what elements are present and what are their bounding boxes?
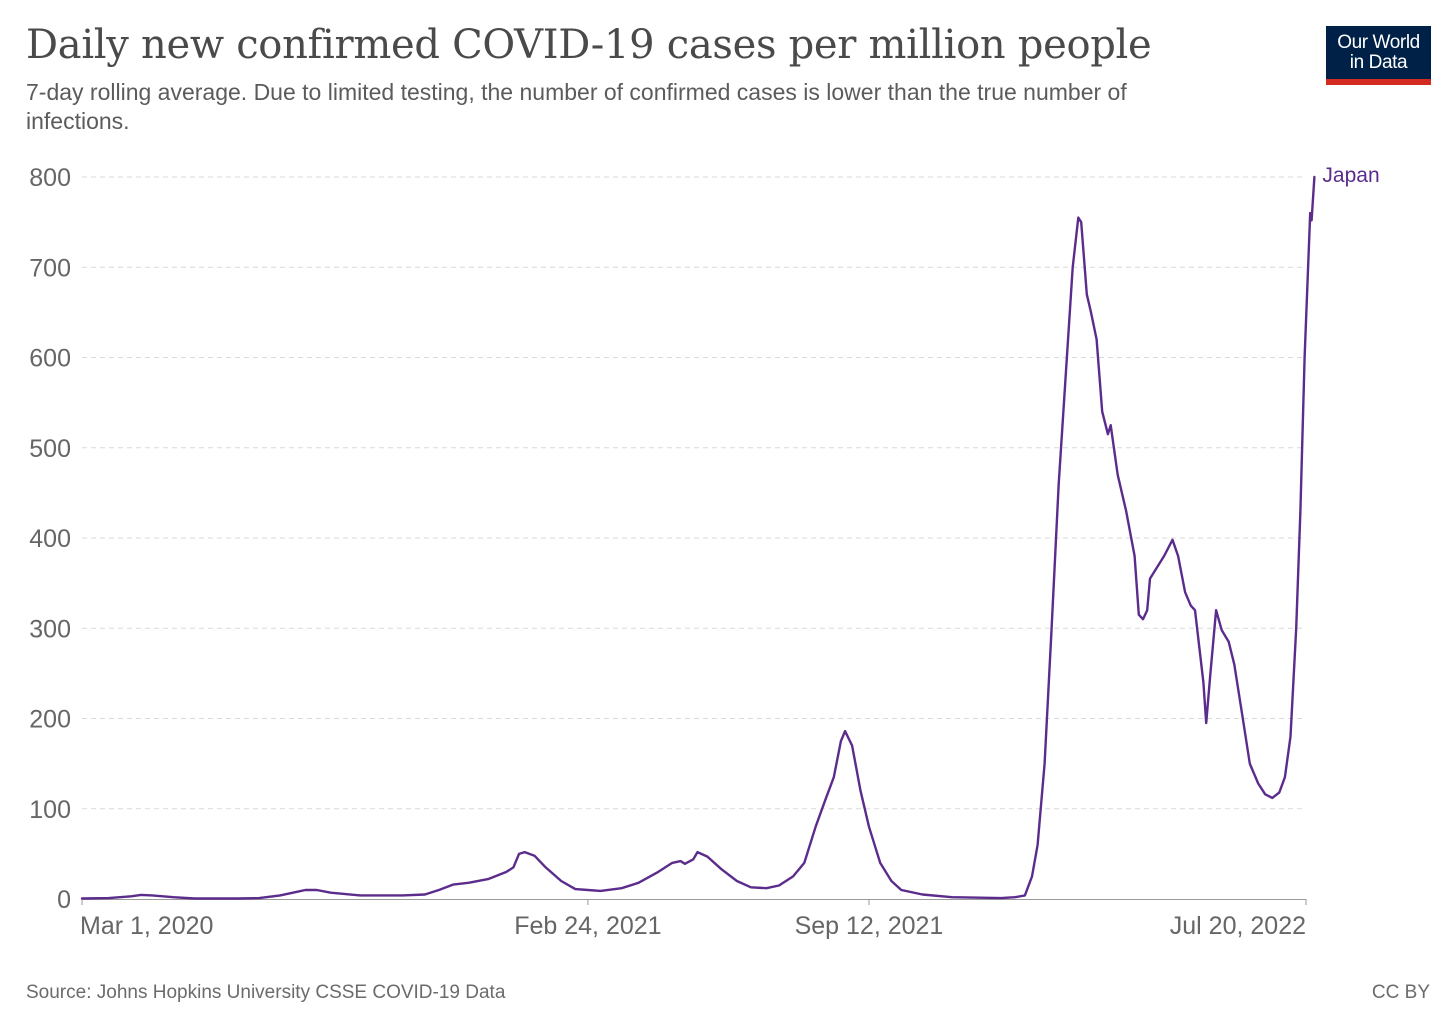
y-tick-label-0: 0 — [57, 886, 71, 914]
y-tick-label-600: 600 — [29, 345, 71, 373]
y-axis-tick-labels: 0 100 200 300 400 500 600 700 800 — [29, 164, 71, 914]
license-link[interactable]: CC BY — [1371, 982, 1430, 1003]
chart-subtitle: 7-day rolling average. Due to limited te… — [26, 79, 1127, 134]
y-tick-label-800: 800 — [29, 164, 71, 192]
series-line-japan[interactable] — [80, 175, 1316, 900]
x-tick-label: Sep 12, 2021 — [795, 912, 944, 940]
x-tick-label: Feb 24, 2021 — [514, 912, 661, 940]
series-layer: Japan — [80, 164, 1380, 900]
x-axis: Mar 1, 2020 Feb 24, 2021 Sep 12, 2021 Jul 2… — [80, 899, 1307, 940]
y-tick-label-700: 700 — [29, 254, 71, 282]
y-tick-label-500: 500 — [29, 435, 71, 463]
logo-line-2: in Data — [1349, 51, 1408, 73]
y-tick-label-400: 400 — [29, 525, 71, 553]
source-note[interactable]: Source: Johns Hopkins University CSSE CO… — [26, 982, 506, 1003]
owid-logo[interactable]: Our World in Data — [1326, 26, 1431, 85]
y-tick-label-300: 300 — [29, 615, 71, 643]
x-tick-label: Mar 1, 2020 — [80, 912, 213, 940]
series-label-japan[interactable]: Japan — [1322, 164, 1379, 187]
chart-title: Daily new confirmed COVID-19 cases per m… — [26, 22, 1152, 68]
y-tick-label-100: 100 — [29, 796, 71, 824]
y-tick-label-200: 200 — [29, 706, 71, 734]
x-tick-label: Jul 20, 2022 — [1170, 912, 1306, 940]
gridlines — [82, 176, 1306, 810]
logo-line-1: Our World — [1337, 31, 1420, 53]
